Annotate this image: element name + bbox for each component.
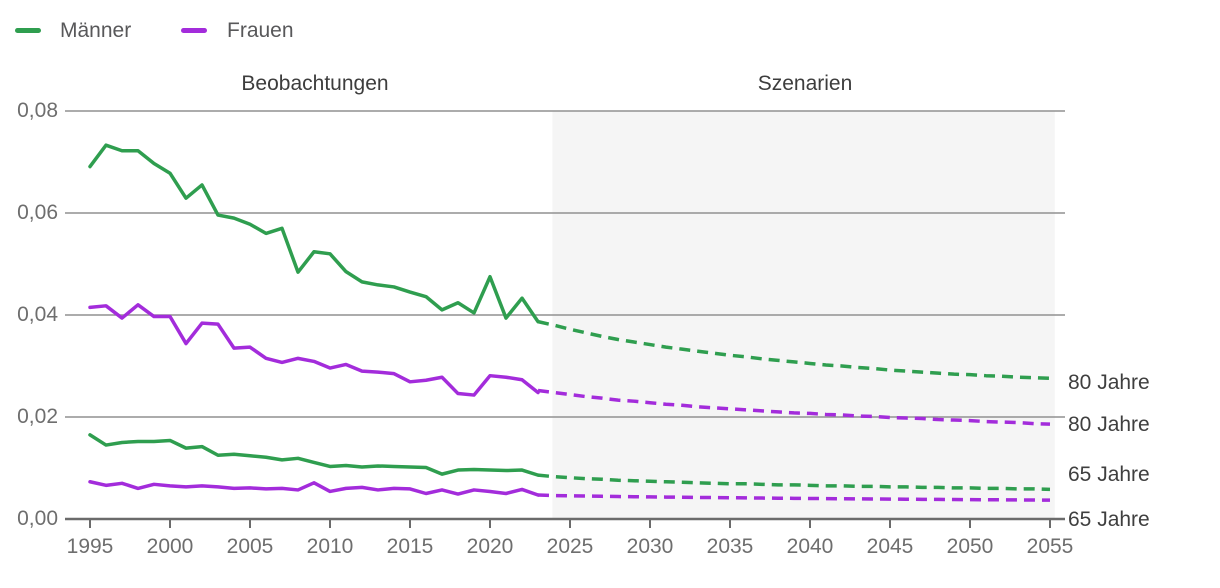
- legend-label-frauen: Frauen: [227, 19, 294, 42]
- x-tick-label-2045: 2045: [866, 535, 914, 558]
- x-tick-label-2020: 2020: [466, 535, 514, 558]
- x-tick-label-2010: 2010: [306, 535, 354, 558]
- x-tick-label-2035: 2035: [706, 535, 754, 558]
- y-tick-label-000: 0,00: [17, 507, 58, 530]
- x-tick-label-2025: 2025: [546, 535, 594, 558]
- section-header-beobachtungen: Beobachtungen: [241, 72, 389, 95]
- line-label-maenner-80-jahre: 80 Jahre: [1068, 371, 1150, 394]
- x-tick-label-2005: 2005: [226, 535, 274, 558]
- x-tick-label-2050: 2050: [946, 535, 994, 558]
- y-tick-label-004: 0,04: [17, 303, 58, 326]
- line-label-frauen-80-jahre: 80 Jahre: [1068, 413, 1150, 436]
- legend-swatch-maenner: [15, 28, 41, 33]
- x-tick-label-2040: 2040: [786, 535, 834, 558]
- line-label-maenner-65-jahre: 65 Jahre: [1068, 463, 1150, 486]
- x-tick-label-2015: 2015: [386, 535, 434, 558]
- y-tick-label-002: 0,02: [17, 405, 58, 428]
- x-tick-label-1995: 1995: [66, 535, 114, 558]
- y-tick-label-008: 0,08: [17, 99, 58, 122]
- section-header-szenarien: Szenarien: [757, 72, 853, 95]
- y-tick-label-006: 0,06: [17, 201, 58, 224]
- x-tick-label-2000: 2000: [146, 535, 194, 558]
- x-tick-label-2030: 2030: [626, 535, 674, 558]
- x-tick-label-2055: 2055: [1026, 535, 1074, 558]
- line-label-frauen-65-jahre: 65 Jahre: [1068, 508, 1150, 531]
- legend-label-maenner: Männer: [60, 19, 132, 42]
- legend-swatch-frauen: [181, 28, 207, 33]
